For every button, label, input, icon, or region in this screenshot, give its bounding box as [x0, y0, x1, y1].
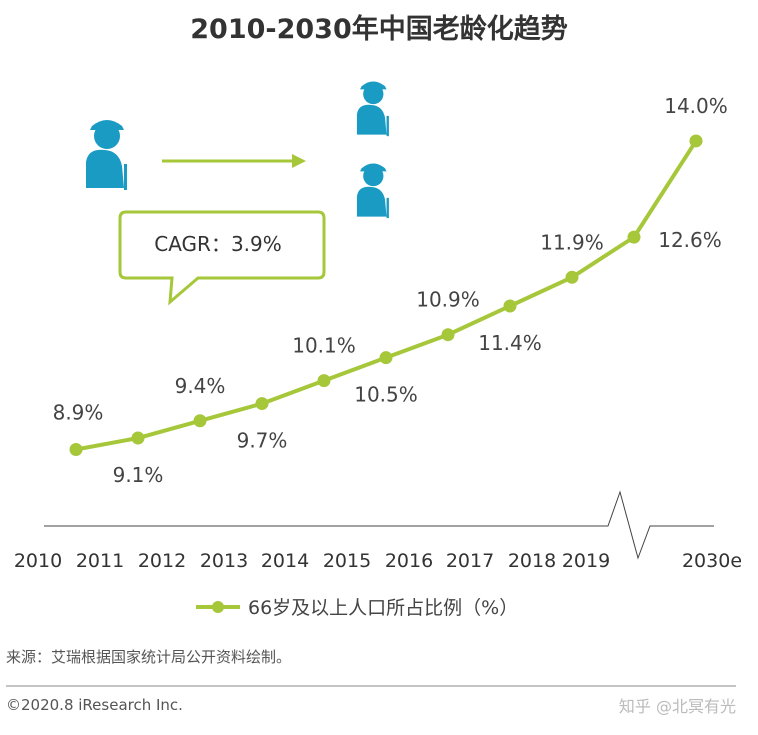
- copyright: ©2020.8 iResearch Inc.: [6, 696, 183, 714]
- data-point-2030e: [689, 134, 703, 148]
- x-tick-2015: 2015: [323, 550, 371, 572]
- x-tick-2018: 2018: [508, 550, 556, 572]
- data-label-2019: 12.6%: [658, 228, 722, 252]
- data-point-2017: [503, 299, 517, 313]
- x-tick-2016: 2016: [385, 550, 433, 572]
- data-label-2013: 9.7%: [237, 429, 288, 453]
- x-tick-2013: 2013: [200, 550, 248, 572]
- data-label-2015: 10.5%: [354, 383, 418, 407]
- x-tick-2010: 2010: [14, 550, 62, 572]
- data-point-2011: [131, 431, 145, 445]
- x-axis: [44, 490, 714, 560]
- growth-arrow-head: [292, 154, 306, 168]
- data-label-2014: 10.1%: [292, 334, 356, 358]
- data-point-2015: [379, 351, 393, 365]
- cagr-label: CAGR：3.9%: [154, 232, 282, 256]
- elderly-person-icon: [356, 163, 389, 219]
- elderly-person-icon: [86, 120, 127, 190]
- data-point-2010: [69, 443, 83, 456]
- data-label-2010: 8.9%: [53, 401, 104, 425]
- data-point-2019: [627, 230, 641, 244]
- data-label-2017: 11.4%: [478, 331, 542, 355]
- watermark: 知乎 @北冥有光: [619, 697, 736, 716]
- data-label-2018: 11.9%: [540, 230, 604, 254]
- cagr-callout-box: [118, 210, 326, 306]
- legend-marker: [212, 601, 224, 613]
- data-point-2018: [565, 270, 579, 284]
- x-tick-2011: 2011: [76, 550, 124, 572]
- x-tick-2017: 2017: [446, 550, 494, 572]
- data-label-2030e: 14.0%: [664, 94, 728, 118]
- data-label-2011: 9.1%: [113, 463, 164, 487]
- x-tick-2030e: 2030e: [682, 550, 742, 572]
- chart-title: 2010-2030年中国老龄化趋势: [190, 13, 568, 45]
- x-tick-2014: 2014: [261, 550, 309, 572]
- data-label-2012: 9.4%: [175, 374, 226, 398]
- elderly-person-icon: [356, 81, 389, 137]
- source-note: 来源：艾瑞根据国家统计局公开资料绘制。: [6, 648, 291, 666]
- legend-label: 66岁及以上人口所占比例（%）: [248, 597, 518, 619]
- data-point-2014: [317, 374, 331, 388]
- x-tick-2012: 2012: [138, 550, 186, 572]
- data-point-2013: [255, 397, 269, 411]
- data-point-2012: [193, 414, 207, 428]
- data-label-2016: 10.9%: [416, 288, 480, 312]
- x-tick-2019: 2019: [562, 550, 610, 572]
- data-point-2016: [441, 328, 455, 342]
